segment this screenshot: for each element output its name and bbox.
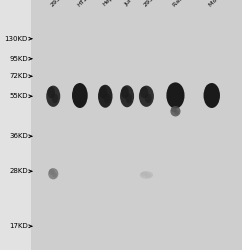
Ellipse shape	[174, 110, 179, 115]
Ellipse shape	[140, 171, 153, 179]
Text: Jurkat: Jurkat	[123, 0, 140, 8]
Ellipse shape	[139, 86, 154, 107]
Ellipse shape	[140, 86, 148, 98]
Ellipse shape	[174, 92, 182, 104]
Text: 28KD: 28KD	[9, 168, 28, 174]
Text: 36KD: 36KD	[9, 133, 28, 139]
Ellipse shape	[141, 172, 148, 176]
Ellipse shape	[204, 83, 220, 108]
Ellipse shape	[73, 84, 82, 98]
Ellipse shape	[121, 86, 129, 98]
Text: 130KD: 130KD	[5, 36, 28, 42]
Ellipse shape	[52, 172, 57, 178]
Ellipse shape	[145, 174, 151, 178]
Ellipse shape	[49, 169, 54, 175]
Ellipse shape	[99, 86, 107, 98]
Ellipse shape	[168, 84, 178, 98]
Ellipse shape	[52, 94, 58, 103]
Ellipse shape	[47, 86, 55, 98]
Ellipse shape	[171, 106, 177, 112]
Text: Rat Heart: Rat Heart	[172, 0, 197, 8]
Ellipse shape	[170, 106, 181, 117]
Text: 17KD: 17KD	[9, 223, 28, 229]
Ellipse shape	[46, 86, 60, 107]
Ellipse shape	[210, 92, 217, 104]
Text: 293: 293	[143, 0, 155, 8]
Ellipse shape	[205, 84, 214, 98]
Text: 55KD: 55KD	[9, 93, 28, 99]
Ellipse shape	[120, 85, 134, 107]
Text: 293T: 293T	[50, 0, 65, 8]
Text: HepG2: HepG2	[102, 0, 121, 8]
Ellipse shape	[78, 92, 85, 104]
Text: HT29: HT29	[76, 0, 92, 8]
Bar	[31, 0, 242, 250]
Ellipse shape	[145, 94, 151, 103]
Ellipse shape	[104, 93, 110, 104]
Text: Mouse Heart: Mouse Heart	[208, 0, 241, 8]
Ellipse shape	[166, 82, 184, 108]
Text: 72KD: 72KD	[9, 73, 28, 79]
Text: 95KD: 95KD	[9, 56, 28, 62]
Ellipse shape	[126, 94, 132, 104]
Bar	[0, 0, 31, 250]
Ellipse shape	[98, 85, 113, 108]
Ellipse shape	[72, 83, 88, 108]
Ellipse shape	[48, 168, 58, 179]
